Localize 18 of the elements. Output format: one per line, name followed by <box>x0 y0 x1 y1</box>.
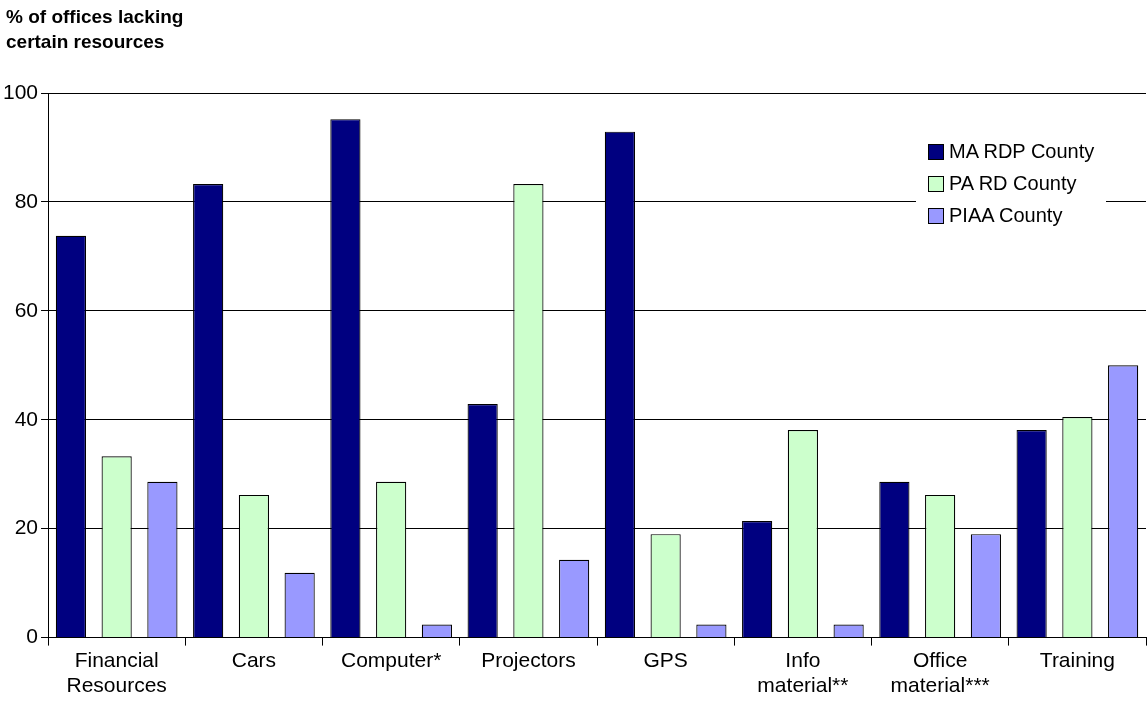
x-tick-label: Cars <box>231 648 277 671</box>
y-tick-label: 80 <box>14 188 39 212</box>
x-tick-label: Info material** <box>757 648 849 697</box>
legend-label: PA RD County <box>949 172 1077 195</box>
y-tick-label: 20 <box>14 515 39 539</box>
y-tick-label: 100 <box>2 79 39 103</box>
x-tick-label: Training <box>1039 648 1115 671</box>
x-tick-label: Office material*** <box>890 648 990 697</box>
x-tick-label: Projectors <box>481 648 576 671</box>
y-tick-label: 40 <box>14 406 39 430</box>
y-axis-title: % of offices lacking certain resources <box>6 5 184 54</box>
y-tick-label: 60 <box>14 297 39 321</box>
legend-label: PIAA County <box>949 204 1063 227</box>
y-tick-label: 0 <box>26 624 39 648</box>
x-tick-label: Financial Resources <box>66 648 167 697</box>
legend-label: MA RDP County <box>949 140 1095 163</box>
x-tick-label: GPS <box>643 648 688 671</box>
x-tick-label: Computer* <box>340 648 442 671</box>
